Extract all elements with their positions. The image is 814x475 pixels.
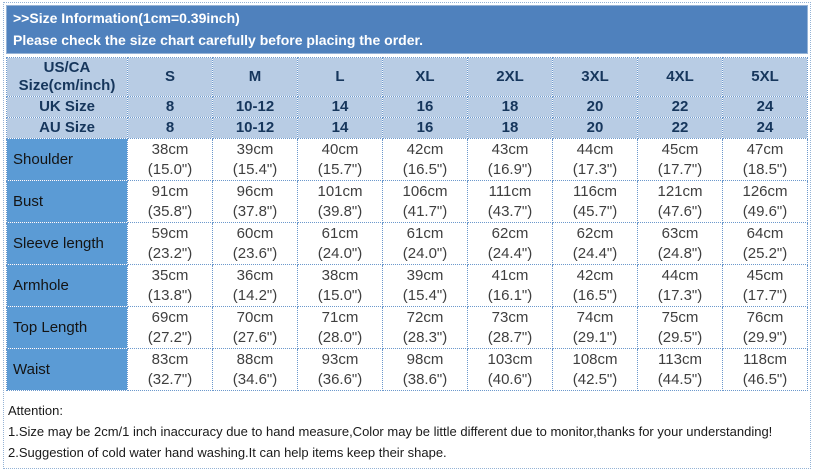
measure-cell: 62cm (24.4") xyxy=(552,222,638,265)
measure-cell: 47cm (18.5") xyxy=(722,138,808,181)
row-label: Top Length xyxy=(6,306,128,349)
measure-cell: 83cm (32.7") xyxy=(127,348,213,391)
table-row-shoulder: Shoulder 38cm (15.0") 39cm (15.4") 40cm (15… xyxy=(6,138,808,181)
measure-cell: 116cm (45.7") xyxy=(552,180,638,223)
column-header-l: L xyxy=(297,57,383,97)
attention-section: Attention: 1.Size may be 2cm/1 inch inac… xyxy=(6,391,808,463)
measure-cell: 44cm (17.3") xyxy=(637,264,723,307)
column-header-5xl: 5XL xyxy=(722,57,808,97)
measure-cell: 42cm (16.5") xyxy=(552,264,638,307)
au-value: 14 xyxy=(297,117,383,139)
uk-value: 20 xyxy=(552,96,638,118)
corner-header: US/CA Size(cm/inch) xyxy=(6,57,128,97)
measure-cell: 69cm (27.2") xyxy=(127,306,213,349)
measure-cell: 45cm (17.7") xyxy=(722,264,808,307)
row-label: AU Size xyxy=(6,117,128,139)
uk-value: 24 xyxy=(722,96,808,118)
column-header-m: M xyxy=(212,57,298,97)
measure-cell: 38cm (15.0") xyxy=(297,264,383,307)
measure-cell: 70cm (27.6") xyxy=(212,306,298,349)
au-value: 16 xyxy=(382,117,468,139)
banner-subtitle: Please check the size chart carefully be… xyxy=(13,32,424,48)
row-label: Bust xyxy=(6,180,128,223)
row-label: Sleeve length xyxy=(6,222,128,265)
uk-value: 18 xyxy=(467,96,553,118)
measure-cell: 88cm (34.6") xyxy=(212,348,298,391)
measure-cell: 103cm (40.6") xyxy=(467,348,553,391)
measure-cell: 43cm (16.9") xyxy=(467,138,553,181)
size-header-row: US/CA Size(cm/inch) S M L XL 2XL 3XL 4XL… xyxy=(6,57,808,97)
row-label: Shoulder xyxy=(6,138,128,181)
column-header-4xl: 4XL xyxy=(637,57,723,97)
measure-cell: 96cm (37.8") xyxy=(212,180,298,223)
table-row-armhole: Armhole 35cm (13.8") 36cm (14.2") 38cm (15.… xyxy=(6,264,808,307)
measure-cell: 93cm (36.6") xyxy=(297,348,383,391)
measure-cell: 101cm (39.8") xyxy=(297,180,383,223)
uk-value: 16 xyxy=(382,96,468,118)
au-value: 24 xyxy=(722,117,808,139)
measure-cell: 61cm (24.0") xyxy=(297,222,383,265)
attention-line: 2.Suggestion of cold water hand washing.… xyxy=(8,445,447,460)
measure-cell: 45cm (17.7") xyxy=(637,138,723,181)
table-row-sleeve-length: Sleeve length 59cm (23.2") 60cm (23.6") 61… xyxy=(6,222,808,265)
measure-cell: 121cm (47.6") xyxy=(637,180,723,223)
measure-cell: 38cm (15.0") xyxy=(127,138,213,181)
attention-title: Attention: xyxy=(8,403,63,418)
banner-title: >>Size Information(1cm=0.39inch) xyxy=(13,10,240,26)
row-label: Waist xyxy=(6,348,128,391)
measure-cell: 59cm (23.2") xyxy=(127,222,213,265)
measure-cell: 76cm (29.9") xyxy=(722,306,808,349)
measure-cell: 39cm (15.4") xyxy=(382,264,468,307)
uk-value: 22 xyxy=(637,96,723,118)
measure-cell: 75cm (29.5") xyxy=(637,306,723,349)
measure-cell: 39cm (15.4") xyxy=(212,138,298,181)
row-label: UK Size xyxy=(6,96,128,118)
size-table: US/CA Size(cm/inch) S M L XL 2XL 3XL 4XL… xyxy=(6,57,808,391)
measure-cell: 44cm (17.3") xyxy=(552,138,638,181)
banner: >>Size Information(1cm=0.39inch) Please … xyxy=(6,5,808,54)
au-size-row: AU Size 8 10-12 14 16 18 20 22 24 xyxy=(6,117,808,139)
measure-cell: 113cm (44.5") xyxy=(637,348,723,391)
table-row-bust: Bust 91cm (35.8") 96cm (37.8") 101cm (39.8"… xyxy=(6,180,808,223)
measure-cell: 98cm (38.6") xyxy=(382,348,468,391)
measure-cell: 71cm (28.0") xyxy=(297,306,383,349)
measure-cell: 73cm (28.7") xyxy=(467,306,553,349)
measure-cell: 74cm (29.1") xyxy=(552,306,638,349)
measure-cell: 64cm (25.2") xyxy=(722,222,808,265)
au-value: 18 xyxy=(467,117,553,139)
measure-cell: 41cm (16.1") xyxy=(467,264,553,307)
row-label: Armhole xyxy=(6,264,128,307)
measure-cell: 111cm (43.7") xyxy=(467,180,553,223)
uk-value: 10-12 xyxy=(212,96,298,118)
au-value: 8 xyxy=(127,117,213,139)
column-header-3xl: 3XL xyxy=(552,57,638,97)
measure-cell: 91cm (35.8") xyxy=(127,180,213,223)
size-chart-sheet: >>Size Information(1cm=0.39inch) Please … xyxy=(3,2,811,469)
uk-value: 8 xyxy=(127,96,213,118)
measure-cell: 118cm (46.5") xyxy=(722,348,808,391)
uk-size-row: UK Size 8 10-12 14 16 18 20 22 24 xyxy=(6,96,808,118)
au-value: 22 xyxy=(637,117,723,139)
measure-cell: 40cm (15.7") xyxy=(297,138,383,181)
table-row-top-length: Top Length 69cm (27.2") 70cm (27.6") 71cm(… xyxy=(6,306,808,349)
column-header-xl: XL xyxy=(382,57,468,97)
au-value: 20 xyxy=(552,117,638,139)
measure-cell: 108cm (42.5") xyxy=(552,348,638,391)
measure-cell: 106cm (41.7") xyxy=(382,180,468,223)
column-header-s: S xyxy=(127,57,213,97)
uk-value: 14 xyxy=(297,96,383,118)
attention-line: 1.Size may be 2cm/1 inch inaccuracy due … xyxy=(8,424,773,439)
measure-cell: 72cm (28.3") xyxy=(382,306,468,349)
column-header-2xl: 2XL xyxy=(467,57,553,97)
measure-cell: 60cm (23.6") xyxy=(212,222,298,265)
measure-cell: 62cm (24.4") xyxy=(467,222,553,265)
measure-cell: 126cm (49.6") xyxy=(722,180,808,223)
au-value: 10-12 xyxy=(212,117,298,139)
measure-cell: 42cm (16.5") xyxy=(382,138,468,181)
measure-cell: 36cm (14.2") xyxy=(212,264,298,307)
measure-cell: 63cm (24.8") xyxy=(637,222,723,265)
measure-cell: 35cm (13.8") xyxy=(127,264,213,307)
measure-cell: 61cm (24.0") xyxy=(382,222,468,265)
table-row-waist: Waist 83cm (32.7") 88cm (34.6") 93cm (36.6"… xyxy=(6,348,808,391)
